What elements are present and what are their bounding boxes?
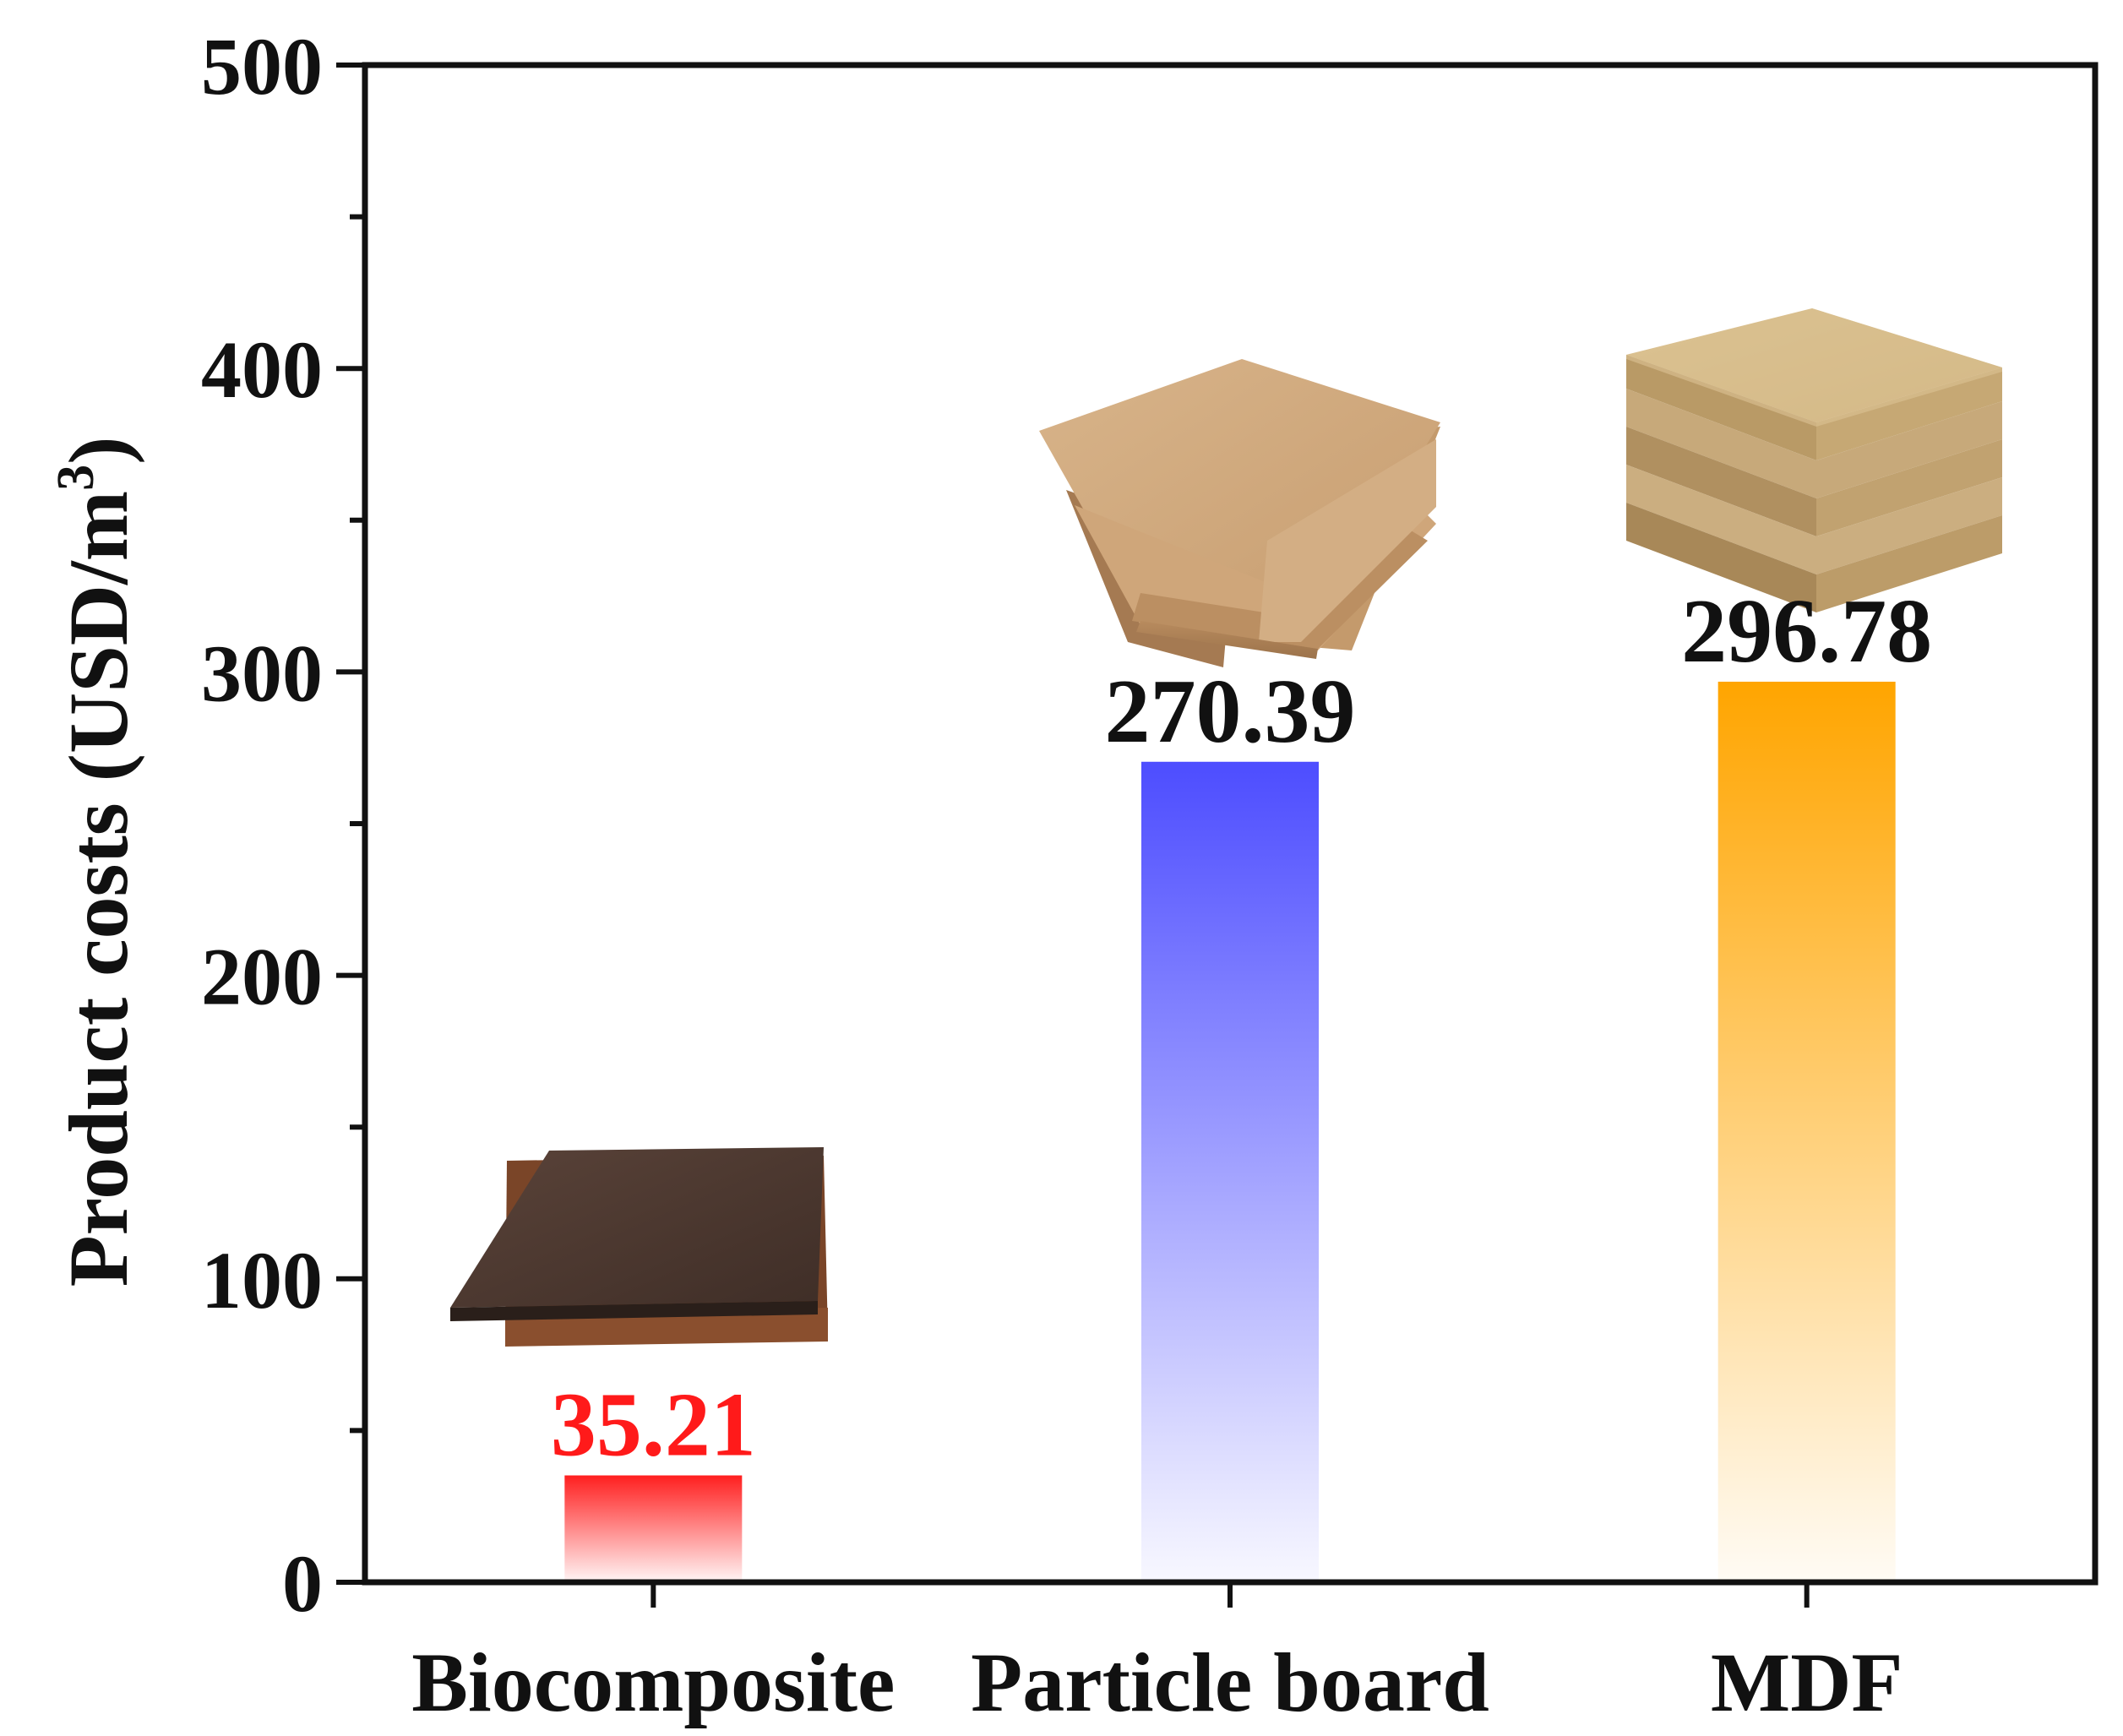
y-axis-label: Product costs (USD/m3)	[47, 437, 145, 1287]
tick-labels-layer: 0 100 200 300 400 500	[201, 21, 323, 1629]
bar-2	[1717, 681, 1896, 1582]
category-labels-layer: Biocomposite Particle board MDF	[411, 1635, 1903, 1729]
category-label-1: Particle board	[971, 1635, 1489, 1729]
y-tick-label-0: 0	[282, 1538, 323, 1629]
value-label-1: 270.39	[1105, 661, 1356, 762]
mdf-board-stack-image	[1626, 308, 2002, 612]
value-label-2: 296.78	[1681, 581, 1932, 682]
value-labels-layer: 35.21 270.39 296.78	[551, 581, 1932, 1476]
biocomposite-board-image	[450, 1147, 828, 1347]
ticks-layer	[336, 63, 1810, 1608]
y-axis-label-text: Product costs (USD/m	[52, 491, 145, 1287]
category-label-0: Biocomposite	[411, 1635, 895, 1729]
y-axis-label-superscript: 3	[47, 465, 105, 491]
bar-0	[564, 1475, 743, 1582]
particle-board-image	[1039, 359, 1440, 667]
y-tick-label-3: 300	[201, 628, 323, 718]
y-tick-label-1: 100	[201, 1235, 323, 1325]
y-tick-label-2: 200	[201, 932, 323, 1022]
category-label-2: MDF	[1711, 1635, 1903, 1729]
y-tick-label-4: 400	[201, 324, 323, 415]
value-label-0: 35.21	[551, 1375, 756, 1476]
y-axis-label-close: )	[52, 437, 145, 465]
y-tick-label-5: 500	[201, 21, 323, 112]
bar-1	[1141, 761, 1319, 1582]
bars-layer	[564, 681, 1896, 1582]
